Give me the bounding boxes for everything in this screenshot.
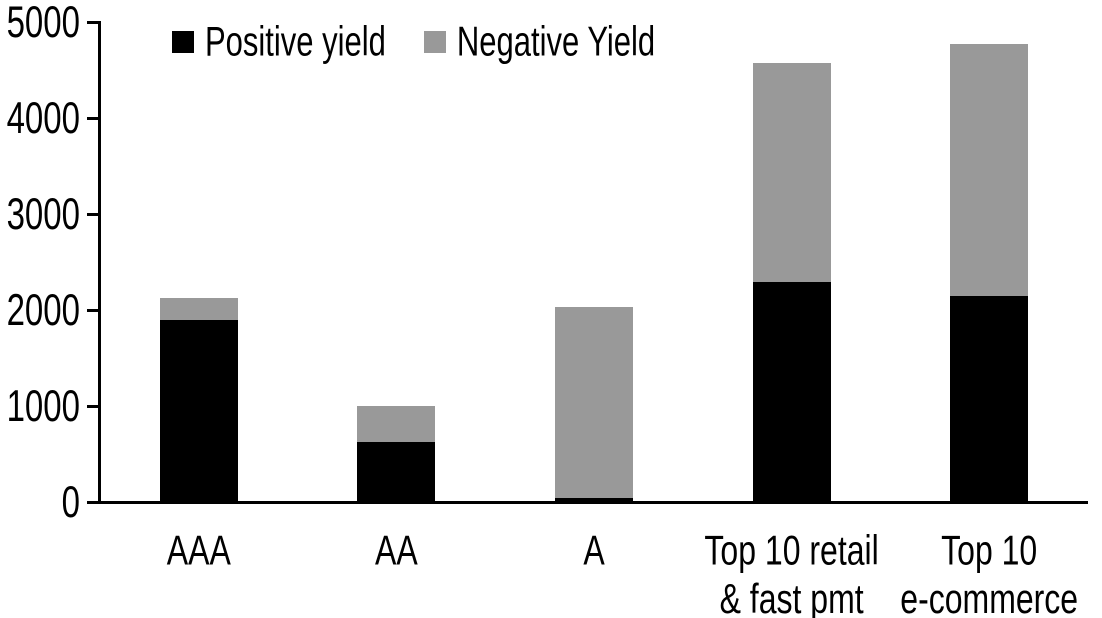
- y-tick-mark: [87, 309, 99, 312]
- x-category-label-line: e-commerce: [900, 575, 1079, 618]
- y-tick-label: 1000: [0, 380, 80, 430]
- x-category-label: Top 10 e-commerce: [879, 527, 1099, 618]
- legend-label-negative-yield: Negative Yield: [456, 17, 656, 65]
- y-tick-label-text: 2000: [6, 284, 80, 335]
- x-category-label: AAA: [89, 527, 309, 575]
- y-tick-label-text: 5000: [6, 0, 80, 47]
- y-tick-mark: [87, 405, 99, 408]
- bar-segment-top-10-negative: [950, 44, 1029, 296]
- x-category-label: Top 10 retail & fast pmt: [682, 527, 902, 618]
- y-tick-label: 2000: [0, 284, 80, 334]
- y-tick-mark: [87, 117, 99, 120]
- x-category-label-line: AA: [375, 527, 418, 574]
- bar-segment-top-10-positive: [950, 295, 1029, 502]
- y-tick-label: 4000: [0, 92, 80, 142]
- bar-segment-a-negative: [555, 306, 633, 498]
- chart-legend: Positive yield Negative Yield: [172, 18, 655, 65]
- y-tick-mark: [87, 21, 99, 24]
- x-category-label-line: A: [583, 527, 605, 574]
- x-category-label: AA: [286, 527, 506, 575]
- y-tick-label: 0: [0, 476, 80, 526]
- x-category-label-line: & fast pmt: [719, 575, 864, 618]
- bar-segment-a-positive: [555, 497, 633, 502]
- bar-segment-top-10-retail-negative: [752, 63, 831, 283]
- x-category-label-line: Top 10: [941, 527, 1038, 574]
- legend-item-negative-yield: Negative Yield: [423, 18, 655, 65]
- y-tick-label: 3000: [0, 188, 80, 238]
- y-tick-label-text: 4000: [6, 92, 80, 143]
- x-category-label-line: AAA: [166, 527, 231, 574]
- y-tick-label-text: 3000: [6, 188, 80, 239]
- y-tick-mark: [87, 213, 99, 216]
- bar-segment-top-10-retail-positive: [752, 282, 831, 502]
- y-axis-line: [98, 21, 101, 503]
- x-axis-line: [98, 501, 1088, 504]
- x-category-label: A: [484, 527, 704, 575]
- legend-swatch-positive-yield-icon: [172, 31, 194, 53]
- bar-segment-aa-positive: [357, 441, 436, 502]
- y-tick-mark: [87, 501, 99, 504]
- legend-swatch-negative-yield-icon: [423, 31, 446, 53]
- y-tick-label: 5000: [0, 0, 80, 46]
- bar-segment-aa-negative: [357, 406, 436, 442]
- legend-item-positive-yield: Positive yield: [172, 18, 386, 65]
- bar-segment-aaa-negative: [159, 298, 238, 320]
- bar-segment-aaa-positive: [159, 319, 238, 502]
- legend-label-positive-yield: Positive yield: [205, 17, 386, 65]
- y-tick-label-text: 0: [61, 476, 80, 527]
- y-tick-label-text: 1000: [6, 380, 80, 431]
- x-category-label-line: Top 10 retail: [704, 527, 879, 574]
